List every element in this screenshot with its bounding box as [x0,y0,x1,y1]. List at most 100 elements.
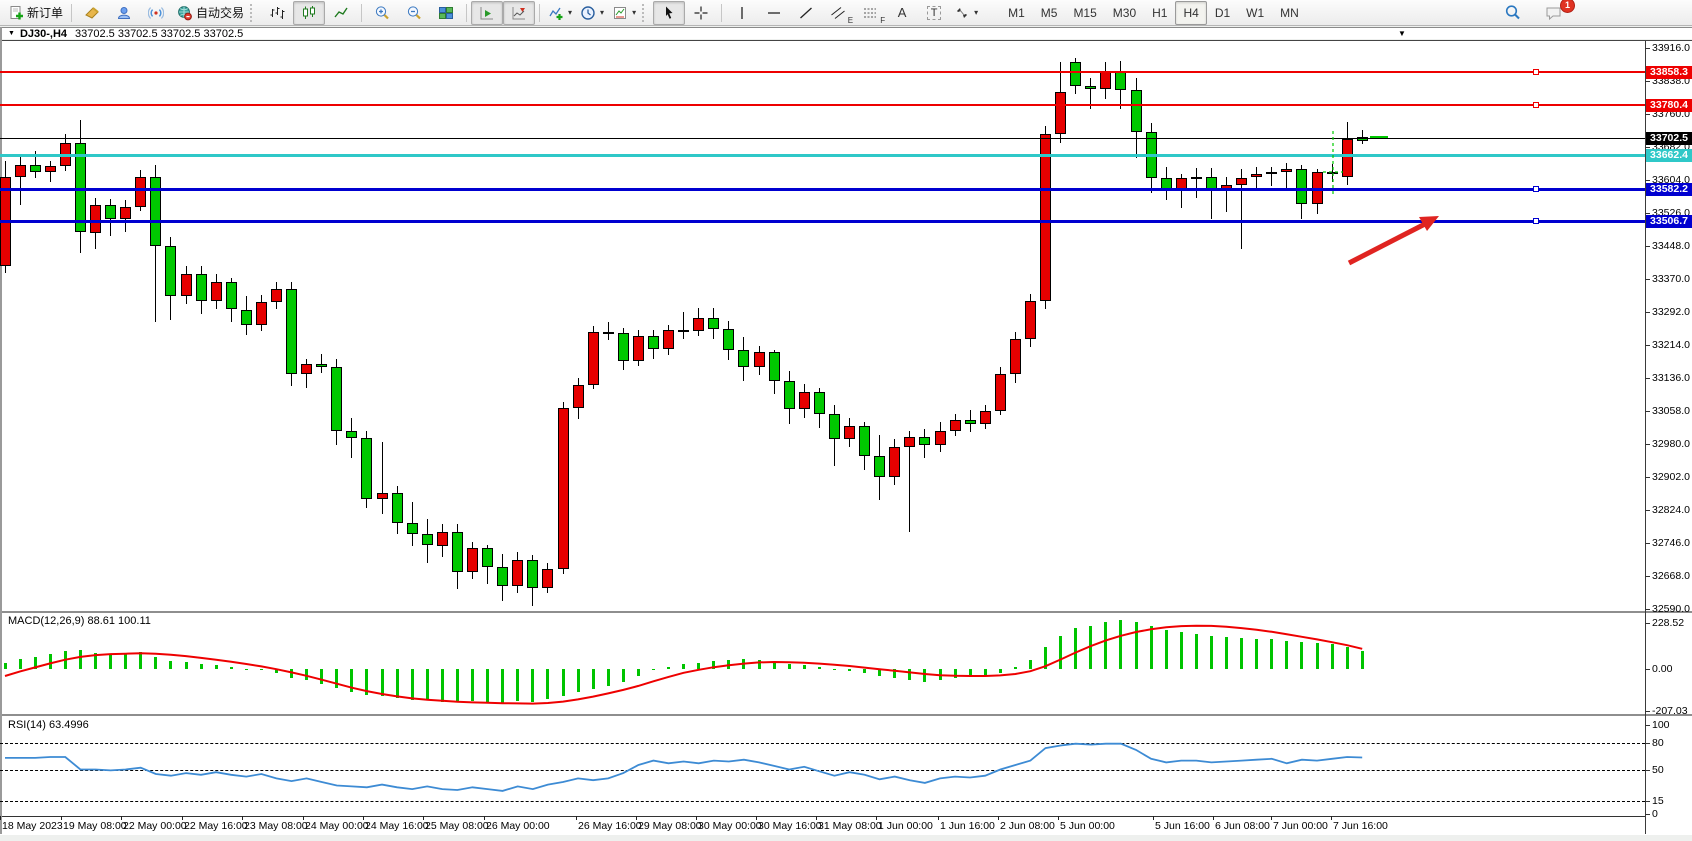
time-label: 30 May 16:00 [758,820,822,832]
auto-scroll-button[interactable] [471,0,504,25]
time-label: 5 Jun 00:00 [1060,820,1115,832]
candle-body [1085,86,1097,89]
indicators-button[interactable]: ▾ [544,1,576,25]
tile-windows-icon [439,6,454,19]
macd-histogram-bar [1209,635,1213,669]
timeframe-W1[interactable]: W1 [1246,5,1265,20]
trend-arrow-annotation[interactable] [1347,216,1439,266]
periods-button[interactable]: ▾ [576,1,608,25]
macd-histogram-bar [863,669,867,674]
chart-shift-button[interactable] [503,0,536,25]
chat-notifications-button[interactable]: 1 [1538,0,1575,25]
level-drag-marker[interactable] [1533,218,1539,225]
timeframe-MN[interactable]: MN [1280,5,1299,20]
crosshair-tool-button[interactable] [685,1,717,25]
vertical-line-tool-button[interactable] [726,1,758,25]
axis-tick [1645,710,1650,712]
zoom-in-button[interactable] [366,1,398,25]
time-label: 25 May 08:00 [425,820,489,832]
level-drag-marker[interactable] [1533,102,1539,109]
axis-tick [1645,444,1650,445]
rsi-line [5,742,1363,792]
candle-body [647,336,659,349]
candle-body [874,455,886,477]
chart-corner-dropdown-icon[interactable]: ▼ [1398,29,1406,38]
pane-separator[interactable] [0,714,1692,716]
templates-button[interactable]: ▾ [608,1,640,25]
text-label-letter: T [926,5,942,20]
timeframe-M1[interactable]: M1 [1008,5,1025,20]
price-badge: 33702.5 [1646,131,1692,145]
candle-wick [381,441,383,515]
dropdown-caret[interactable]: ▾ [600,8,605,17]
price-level-line[interactable] [0,104,1645,107]
timeframe-M15[interactable]: M15 [1073,5,1097,20]
candle-body [1296,169,1308,204]
dropdown-caret[interactable]: ▾ [974,8,979,17]
time-label: 29 May 08:00 [638,820,702,832]
collapse-triangle-icon[interactable]: ▼ [8,30,15,37]
search-button[interactable] [1496,1,1528,25]
signals-button[interactable] [140,1,172,25]
text-tool-button[interactable]: A [886,1,918,25]
macd-histogram-bar [938,669,942,681]
zoom-out-button[interactable] [398,1,430,25]
timeframe-M30[interactable]: M30 [1112,5,1137,20]
candle-body [29,164,41,173]
timeframe-M5[interactable]: M5 [1040,5,1058,20]
macd-histogram-bar [1089,625,1093,669]
level-drag-marker[interactable] [1533,69,1539,76]
macd-histogram-bar [184,661,188,669]
macd-histogram-bar [802,665,806,669]
candle-body [165,246,177,296]
chart-bars-button[interactable] [261,1,293,25]
macd-histogram-bar [682,663,686,669]
candle-body [828,413,840,439]
cursor-tool-button[interactable] [653,0,686,25]
price-level-line[interactable] [0,187,1645,191]
price-level-line[interactable] [0,137,1645,139]
dropdown-caret[interactable]: ▾ [632,8,637,17]
level-drag-marker[interactable] [1533,186,1539,193]
axis-tick [1645,180,1650,181]
tile-windows-button[interactable] [430,1,462,25]
chart-candles-button[interactable] [293,0,326,25]
fibonacci-tool-button[interactable]: F [854,1,886,25]
dropdown-caret[interactable]: ▾ [568,8,573,17]
candle-body [451,532,463,572]
market-watch-button[interactable] [76,1,108,25]
rsi-axis-label: 80 [1652,736,1664,749]
candle-wick [683,312,685,340]
price-badge: 33780.4 [1646,98,1692,112]
autotrading-button[interactable]: 自动交易 [172,1,248,25]
axis-tick-label: 33136.0 [1652,372,1690,384]
chart-line-button[interactable] [325,1,357,25]
macd-histogram-bar [1179,631,1183,669]
candle-body [346,431,358,439]
trendline-tool-button[interactable] [790,1,822,25]
community-button[interactable] [108,1,140,25]
price-level-line[interactable] [0,153,1645,157]
new-order-button[interactable]: 新订单 [4,1,67,25]
text-label-tool-button[interactable]: T [918,1,950,25]
candle-body [708,317,720,329]
axis-tick [1645,576,1650,577]
time-label: 23 May 08:00 [244,820,308,832]
candle-body [904,437,916,448]
candle-wick [1286,163,1288,191]
macd-histogram-bar [335,669,339,689]
cr osshair-icon [694,6,708,19]
price-level-line[interactable] [0,219,1645,223]
price-level-line[interactable] [0,71,1645,74]
timeframe-H1[interactable]: H1 [1152,5,1168,20]
channel-tool-button[interactable]: E [822,1,854,25]
timeframe-D1[interactable]: D1 [1214,5,1231,20]
pane-separator[interactable] [0,611,1692,613]
rsi-level-line [0,742,1645,744]
arrows-tool-button[interactable]: ▾ [950,1,982,25]
chart-area[interactable]: MACD(12,26,9) 88.61 100.11 RSI(14) 63.49… [0,40,1692,835]
timeframe-H4[interactable]: H4 [1175,0,1207,25]
candle-body [210,282,222,301]
horizontal-line-tool-button[interactable] [758,1,790,25]
